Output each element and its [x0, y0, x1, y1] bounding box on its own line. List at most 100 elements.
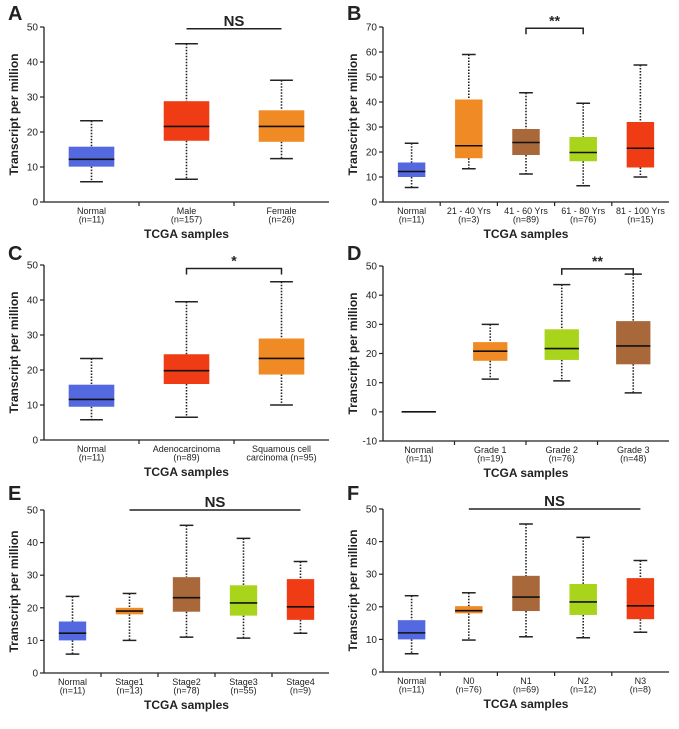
box-3 [229, 537, 258, 639]
significance-annotation: NS [468, 493, 641, 510]
x-axis-title: TCGA samples [144, 227, 229, 240]
category-label: (n=11) [399, 215, 425, 225]
y-axis-title: Transcript per million [346, 53, 360, 175]
x-axis-title: TCGA samples [484, 697, 569, 711]
panel-letter: E [8, 483, 21, 505]
category-label: (n=11) [406, 454, 432, 464]
iqr-box [229, 585, 258, 616]
category-label: (n=69) [513, 685, 539, 695]
iqr-box [569, 583, 597, 615]
panel-letter: B [347, 3, 361, 25]
iqr-box [544, 329, 579, 360]
iqr-box [616, 321, 651, 365]
x-axis-title: TCGA samples [144, 698, 229, 712]
category-label: Grade 3 [617, 445, 650, 455]
y-tick-label: 10 [27, 163, 39, 174]
category-label: (n=11) [399, 685, 425, 695]
significance-label: NS [544, 493, 565, 510]
y-tick-label: 0 [32, 669, 38, 680]
significance-bracket [525, 27, 584, 35]
category-label: Grade 2 [545, 445, 578, 455]
panel-e: E Transcript per million 0 10 20 30 40 50 Normal… [0, 480, 339, 724]
y-tick-label: 10 [366, 635, 378, 646]
y-tick-label: 40 [27, 538, 39, 549]
category-label: (n=19) [477, 454, 503, 464]
box-0 [397, 142, 426, 189]
y-tick-label: 0 [32, 436, 38, 447]
iqr-box [455, 99, 483, 159]
y-axis-title: Transcript per million [7, 291, 21, 413]
category-label: Stage1 [115, 677, 144, 687]
y-tick-label: 50 [366, 505, 378, 516]
iqr-box [455, 606, 483, 614]
y-tick-label: 60 [366, 48, 378, 59]
box-2 [512, 523, 540, 638]
iqr-box [397, 620, 426, 640]
x-axis-title: TCGA samples [484, 466, 569, 480]
category-label: (n=15) [627, 215, 653, 225]
category-label: Normal [58, 677, 87, 687]
box-1 [163, 301, 210, 418]
category-label: N2 [577, 676, 589, 686]
y-axis-title: Transcript per million [7, 53, 21, 175]
x-axis-title: TCGA samples [484, 227, 569, 240]
iqr-box [58, 621, 87, 641]
category-label: 21 - 40 Yrs [447, 206, 491, 216]
y-tick-label: 30 [27, 571, 39, 582]
category-label: (n=76) [456, 685, 482, 695]
significance-annotation: ** [561, 253, 634, 275]
significance-label: NS [205, 494, 226, 511]
y-tick-label: 40 [27, 58, 39, 69]
y-tick-label: 0 [32, 198, 38, 209]
y-tick-label: 40 [366, 98, 378, 109]
boxplot-chart: B Transcript per million 0 10 20 30 40 50 60 70 No… [346, 3, 669, 241]
box-2 [172, 524, 201, 638]
category-label: Grade 1 [474, 445, 507, 455]
iqr-box [286, 579, 315, 620]
box-0 [397, 594, 426, 655]
category-label: (n=12) [570, 685, 596, 695]
panel-b: B Transcript per million 0 10 20 30 40 50 60 70 No… [339, 0, 679, 241]
boxplot-chart: C Transcript per million 0 10 20 30 40 50 Normal… [7, 243, 329, 479]
y-tick-label: 20 [366, 349, 378, 360]
iqr-box [163, 354, 210, 384]
panel-d: D Transcript per million -10 0 10 20 30 40 50 Nor… [339, 240, 679, 480]
category-label: (n=8) [630, 685, 651, 695]
y-tick-label: 50 [366, 73, 378, 84]
category-label: (n=89) [513, 215, 539, 225]
box-4 [286, 560, 315, 634]
boxplot-chart: A Transcript per million 0 10 20 30 40 50 Normal… [7, 3, 329, 241]
box-4 [626, 559, 655, 633]
category-label: (n=55) [230, 686, 256, 696]
iqr-box [569, 137, 597, 162]
y-tick-label: 0 [371, 407, 377, 418]
box-2 [512, 92, 540, 175]
y-tick-label: 50 [366, 262, 378, 273]
category-label: Stage4 [286, 677, 315, 687]
category-label: (n=11) [79, 215, 105, 225]
panel-letter: D [347, 243, 361, 265]
iqr-box [172, 577, 201, 612]
box-3 [616, 273, 651, 394]
boxplot-chart: D Transcript per million -10 0 10 20 30 40 50 Nor… [346, 243, 669, 480]
category-label: N1 [520, 676, 532, 686]
y-tick-label: 30 [27, 331, 39, 342]
iqr-box [626, 122, 655, 168]
iqr-box [258, 338, 305, 375]
y-tick-label: 10 [27, 401, 39, 412]
significance-annotation: NS [186, 13, 282, 30]
y-tick-label: 0 [371, 668, 377, 679]
y-tick-label: 20 [366, 602, 378, 613]
box-3 [569, 102, 597, 187]
iqr-box [68, 384, 115, 407]
category-label: Normal [77, 206, 106, 216]
category-label: N3 [635, 676, 647, 686]
significance-annotation: NS [129, 494, 301, 511]
category-label: Female [266, 206, 296, 216]
category-label: carcinoma (n=95) [246, 453, 316, 463]
box-4 [626, 64, 655, 178]
category-label: Male [177, 206, 197, 216]
y-tick-label: 10 [27, 636, 39, 647]
y-tick-label: 40 [27, 296, 39, 307]
box-1 [455, 592, 483, 641]
